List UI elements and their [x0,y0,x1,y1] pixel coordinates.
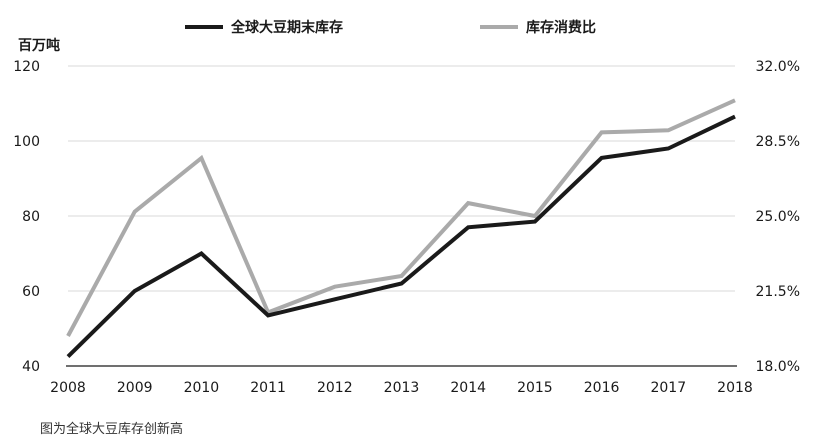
x-tick-label: 2009 [117,380,153,396]
series-line-inventory [66,114,736,359]
y-left-tick-label: 120 [13,59,40,75]
x-tick-label: 2012 [317,380,353,396]
legend-label-stock-to-use: 库存消费比 [526,19,596,36]
legend-label-inventory: 全球大豆期末库存 [230,19,343,36]
axes: 40 18.0% 60 21.5% 80 25.0% 100 28.5% 120 32.0% 200… [13,59,800,396]
series-line-stock-to-use [66,98,736,337]
legend: 全球大豆期末库存 库存消费比 [185,19,596,36]
figure-caption: 图为全球大豆库存创新高 [40,422,184,437]
y-left-tick-label: 80 [22,209,40,225]
y-left-tick-label: 40 [22,359,40,375]
y-left-unit-label: 百万吨 [18,37,60,54]
x-tick-label: 2008 [50,380,86,396]
y-left-tick-label: 60 [22,284,40,300]
y-right-tick-label: 32.0% [756,59,800,75]
y-right-tick-label: 25.0% [756,209,800,225]
line-chart: 40 18.0% 60 21.5% 80 25.0% 100 28.5% 120 32.0% 200… [13,19,800,396]
y-right-tick-label: 18.0% [756,359,800,375]
x-tick-label: 2011 [250,380,286,396]
x-tick-label: 2016 [584,380,620,396]
x-tick-label: 2010 [184,380,220,396]
x-tick-label: 2017 [650,380,686,396]
x-tick-label: 2014 [450,380,486,396]
grid-lines [68,65,735,367]
y-right-tick-label: 28.5% [756,134,800,150]
x-tick-label: 2015 [517,380,553,396]
series-lines [66,98,736,359]
y-right-tick-label: 21.5% [756,284,800,300]
y-left-tick-label: 100 [13,134,40,150]
x-tick-label: 2013 [384,380,420,396]
x-tick-label: 2018 [717,380,753,396]
